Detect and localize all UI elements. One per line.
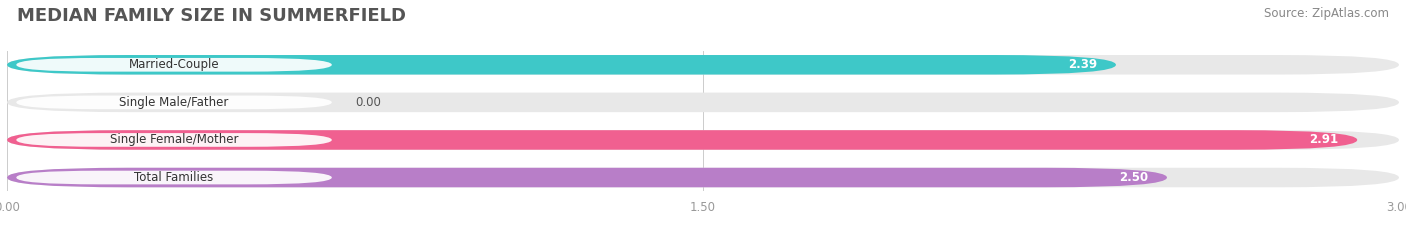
FancyBboxPatch shape (7, 130, 1357, 150)
FancyBboxPatch shape (7, 55, 1116, 75)
Text: Total Families: Total Families (135, 171, 214, 184)
FancyBboxPatch shape (17, 58, 332, 72)
FancyBboxPatch shape (7, 55, 1399, 75)
Text: Source: ZipAtlas.com: Source: ZipAtlas.com (1264, 7, 1389, 20)
Text: MEDIAN FAMILY SIZE IN SUMMERFIELD: MEDIAN FAMILY SIZE IN SUMMERFIELD (17, 7, 406, 25)
Text: Married-Couple: Married-Couple (129, 58, 219, 71)
FancyBboxPatch shape (7, 130, 1399, 150)
FancyBboxPatch shape (17, 96, 332, 109)
FancyBboxPatch shape (17, 133, 332, 147)
FancyBboxPatch shape (7, 168, 1167, 187)
FancyBboxPatch shape (7, 93, 1399, 112)
Text: 2.39: 2.39 (1069, 58, 1098, 71)
Text: 0.00: 0.00 (354, 96, 381, 109)
Text: Single Female/Mother: Single Female/Mother (110, 134, 238, 147)
Text: 2.50: 2.50 (1119, 171, 1149, 184)
Text: Single Male/Father: Single Male/Father (120, 96, 229, 109)
FancyBboxPatch shape (7, 168, 1399, 187)
FancyBboxPatch shape (17, 171, 332, 184)
Text: 2.91: 2.91 (1309, 134, 1339, 147)
